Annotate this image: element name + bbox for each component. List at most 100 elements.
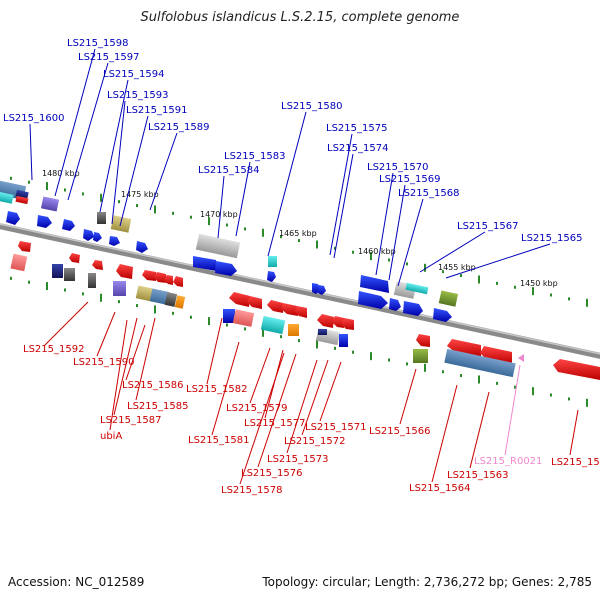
gene-feature[interactable] <box>18 241 31 252</box>
gene-feature[interactable] <box>447 339 481 357</box>
rna-feature[interactable] <box>518 354 524 362</box>
gene-label-reverse[interactable]: LS215_1571 <box>305 422 366 433</box>
gene-feature[interactable] <box>267 300 283 313</box>
gene-feature[interactable] <box>288 324 299 336</box>
gene-feature[interactable] <box>93 232 102 242</box>
gene-label-reverse[interactable]: LS215_1577 <box>244 418 305 429</box>
gene-feature[interactable] <box>339 334 348 347</box>
gene-feature[interactable] <box>173 276 183 287</box>
gene-label-forward[interactable]: LS215_1591 <box>126 105 187 116</box>
gene-feature[interactable] <box>247 296 262 309</box>
gene-feature[interactable] <box>83 229 94 241</box>
gene-label-reverse[interactable]: LS215_1581 <box>188 435 249 446</box>
gene-feature[interactable] <box>553 359 600 380</box>
leader-line <box>113 317 138 416</box>
gene-feature[interactable] <box>317 314 334 328</box>
gene-feature[interactable] <box>62 219 75 231</box>
gene-feature[interactable] <box>135 285 156 302</box>
gene-label-reverse[interactable]: LS215_1582 <box>186 384 247 395</box>
gene-label-forward[interactable]: LS215_1567 <box>457 221 518 232</box>
gene-label-forward[interactable]: LS215_1580 <box>281 101 342 112</box>
gene-feature[interactable] <box>403 301 423 316</box>
gene-feature[interactable] <box>97 212 106 224</box>
gene-label-reverse[interactable]: LS215_1563 <box>447 470 508 481</box>
gene-feature[interactable] <box>15 195 29 205</box>
gene-feature[interactable] <box>480 346 512 364</box>
gene-feature[interactable] <box>215 261 237 276</box>
gene-label-forward[interactable]: LS215_1584 <box>198 165 259 176</box>
gene-feature[interactable] <box>281 303 298 316</box>
gene-feature[interactable] <box>109 236 120 246</box>
gene-feature[interactable] <box>360 275 389 293</box>
gene-label-forward[interactable]: LS215_1570 <box>367 162 428 173</box>
gene-feature[interactable] <box>149 288 170 305</box>
gene-feature[interactable] <box>136 241 148 253</box>
gene-feature[interactable] <box>40 196 60 212</box>
gene-label-reverse[interactable]: LS215_1576 <box>241 468 302 479</box>
gene-feature[interactable] <box>113 281 126 296</box>
gene-feature[interactable] <box>154 272 167 283</box>
gene-label-reverse[interactable]: LS215_1585 <box>127 401 188 412</box>
gene-label-reverse[interactable]: LS215_1564 <box>409 483 470 494</box>
gene-feature[interactable] <box>318 285 326 295</box>
gene-feature[interactable] <box>164 275 173 285</box>
gene-feature[interactable] <box>88 273 96 288</box>
gene-label-forward[interactable]: LS215_1568 <box>398 188 459 199</box>
gene-label-forward[interactable]: LS215_1597 <box>78 52 139 63</box>
gene-feature[interactable] <box>116 264 133 279</box>
gene-label-forward[interactable]: LS215_1569 <box>379 174 440 185</box>
gene-label-forward[interactable]: LS215_1583 <box>224 151 285 162</box>
gene-feature[interactable] <box>10 253 28 272</box>
gene-feature[interactable] <box>332 316 344 328</box>
gene-feature[interactable] <box>389 298 401 311</box>
gene-label-reverse[interactable]: LS215_1586 <box>122 380 183 391</box>
gene-label-forward[interactable]: LS215_1575 <box>326 123 387 134</box>
gene-label-forward[interactable]: LS215_1598 <box>67 38 128 49</box>
gene-feature[interactable] <box>6 211 20 225</box>
gene-feature[interactable] <box>413 349 428 363</box>
gene-label-reverse[interactable]: LS215_1578 <box>221 485 282 496</box>
gene-label-reverse[interactable]: ubiA <box>100 431 122 442</box>
gene-label-rna[interactable]: LS215_R0021 <box>474 456 542 467</box>
gene-feature[interactable] <box>438 290 459 307</box>
gene-feature[interactable] <box>341 318 354 330</box>
gene-feature[interactable] <box>267 271 276 282</box>
gene-feature[interactable] <box>142 270 156 281</box>
gene-feature[interactable] <box>164 292 178 307</box>
gene-label-forward[interactable]: LS215_1589 <box>148 122 209 133</box>
gene-feature[interactable] <box>229 292 250 307</box>
gene-feature[interactable] <box>232 309 255 327</box>
gene-label-forward[interactable]: LS215_1594 <box>103 69 164 80</box>
gene-label-reverse[interactable]: LS215_1566 <box>369 426 430 437</box>
gene-feature[interactable] <box>195 233 241 259</box>
gene-feature[interactable] <box>0 191 14 204</box>
gene-feature[interactable] <box>318 329 327 335</box>
gene-feature[interactable] <box>64 268 75 281</box>
gene-label-reverse[interactable]: LS215_1590 <box>73 357 134 368</box>
gene-feature[interactable] <box>223 309 235 323</box>
gene-feature[interactable] <box>260 315 286 335</box>
gene-feature[interactable] <box>268 256 277 267</box>
gene-feature[interactable] <box>405 282 429 295</box>
gene-label-reverse[interactable]: LS215_1587 <box>100 415 161 426</box>
gene-label-forward[interactable]: LS215_1574 <box>327 143 388 154</box>
gene-label-reverse[interactable]: LS215_1559 <box>551 457 600 468</box>
gene-label-forward[interactable]: LS215_1600 <box>3 113 64 124</box>
gene-label-reverse[interactable]: LS215_1572 <box>284 436 345 447</box>
gene-feature[interactable] <box>358 291 388 309</box>
gene-label-reverse[interactable]: LS215_1592 <box>23 344 84 355</box>
gene-feature[interactable] <box>444 348 516 378</box>
gene-label-forward[interactable]: LS215_1565 <box>521 233 582 244</box>
gene-feature[interactable] <box>193 256 217 271</box>
gene-feature[interactable] <box>37 215 52 228</box>
gene-label-reverse[interactable]: LS215_1579 <box>226 403 287 414</box>
gene-feature[interactable] <box>92 260 103 270</box>
gene-feature[interactable] <box>69 253 80 263</box>
gene-label-reverse[interactable]: LS215_1573 <box>267 454 328 465</box>
gene-feature[interactable] <box>295 306 307 318</box>
gene-feature[interactable] <box>52 264 63 278</box>
gene-feature[interactable] <box>433 308 452 322</box>
gene-label-forward[interactable]: LS215_1593 <box>107 90 168 101</box>
gene-feature[interactable] <box>416 334 430 347</box>
gene-feature[interactable] <box>174 295 186 309</box>
